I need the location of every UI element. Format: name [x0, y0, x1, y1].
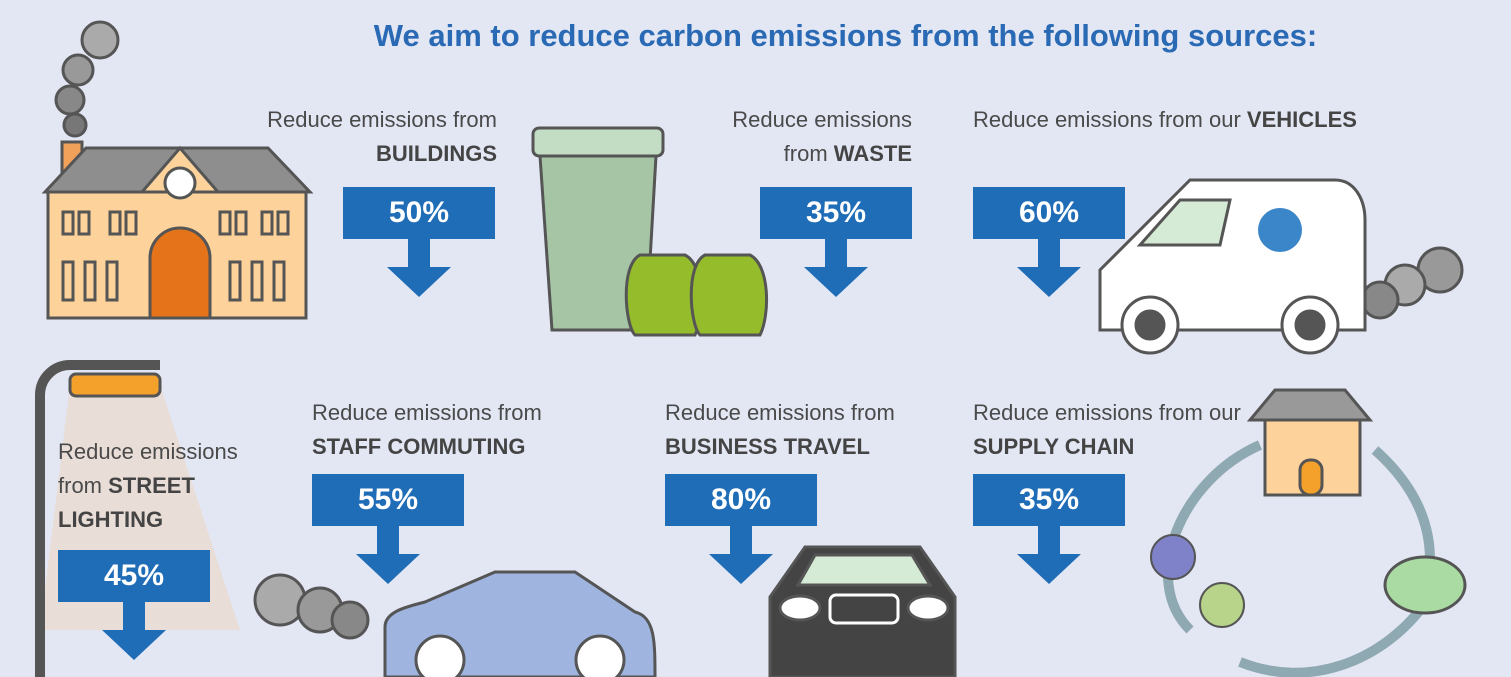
- item-text-normal: Reduce emissions from: [665, 400, 895, 425]
- arrow-stem: [1038, 526, 1060, 556]
- percent-box: 60%: [973, 187, 1125, 239]
- item-text-bold: STAFF COMMUTING: [312, 434, 525, 459]
- item-text: Reduce emissions from STAFF COMMUTING: [312, 396, 582, 464]
- percent-box: 50%: [343, 187, 495, 239]
- arrow-stem: [825, 239, 847, 269]
- item-text: Reduce emissions from BUSINESS TRAVEL: [665, 396, 945, 464]
- item-text: Reduce emissions from WASTE: [712, 103, 912, 171]
- item-text-normal: Reduce emissions from: [312, 400, 542, 425]
- arrow-head: [804, 267, 868, 297]
- item-text-normal: Reduce emissions from our: [973, 400, 1241, 425]
- item-text-normal: Reduce emissions from our: [973, 107, 1241, 132]
- arrow-head: [356, 554, 420, 584]
- item-text-bold: VEHICLES: [1247, 107, 1357, 132]
- car-icon: [255, 572, 655, 677]
- arrow-stem: [408, 239, 430, 269]
- percent-box: 35%: [760, 187, 912, 239]
- percent-box: 80%: [665, 474, 817, 526]
- percent-box: 55%: [312, 474, 464, 526]
- arrow-stem: [730, 526, 752, 556]
- item-text: Reduce emissions from STREET LIGHTING: [58, 435, 258, 537]
- arrow-stem: [377, 526, 399, 556]
- item-text-bold: SUPPLY CHAIN: [973, 434, 1134, 459]
- arrow-head: [1017, 554, 1081, 584]
- arrow-stem: [123, 602, 145, 632]
- item-text: Reduce emissions from our VEHICLES: [973, 103, 1453, 137]
- item-text: Reduce emissions from BUILDINGS: [237, 103, 497, 171]
- item-text-bold: BUSINESS TRAVEL: [665, 434, 870, 459]
- arrow-head: [387, 267, 451, 297]
- percent-box: 45%: [58, 550, 210, 602]
- item-text-bold: BUILDINGS: [376, 141, 497, 166]
- arrow-head: [102, 630, 166, 660]
- van-icon: [1100, 180, 1462, 353]
- arrow-head: [709, 554, 773, 584]
- item-text: Reduce emissions from our SUPPLY CHAIN: [973, 396, 1273, 464]
- front-car-icon: [770, 547, 955, 677]
- percent-box: 35%: [973, 474, 1125, 526]
- arrow-head: [1017, 267, 1081, 297]
- infographic: We aim to reduce carbon emissions from t…: [0, 0, 1511, 677]
- arrow-stem: [1038, 239, 1060, 269]
- item-text-bold: WASTE: [834, 141, 912, 166]
- title: We aim to reduce carbon emissions from t…: [0, 18, 1511, 54]
- item-text-normal: Reduce emissions from: [267, 107, 497, 132]
